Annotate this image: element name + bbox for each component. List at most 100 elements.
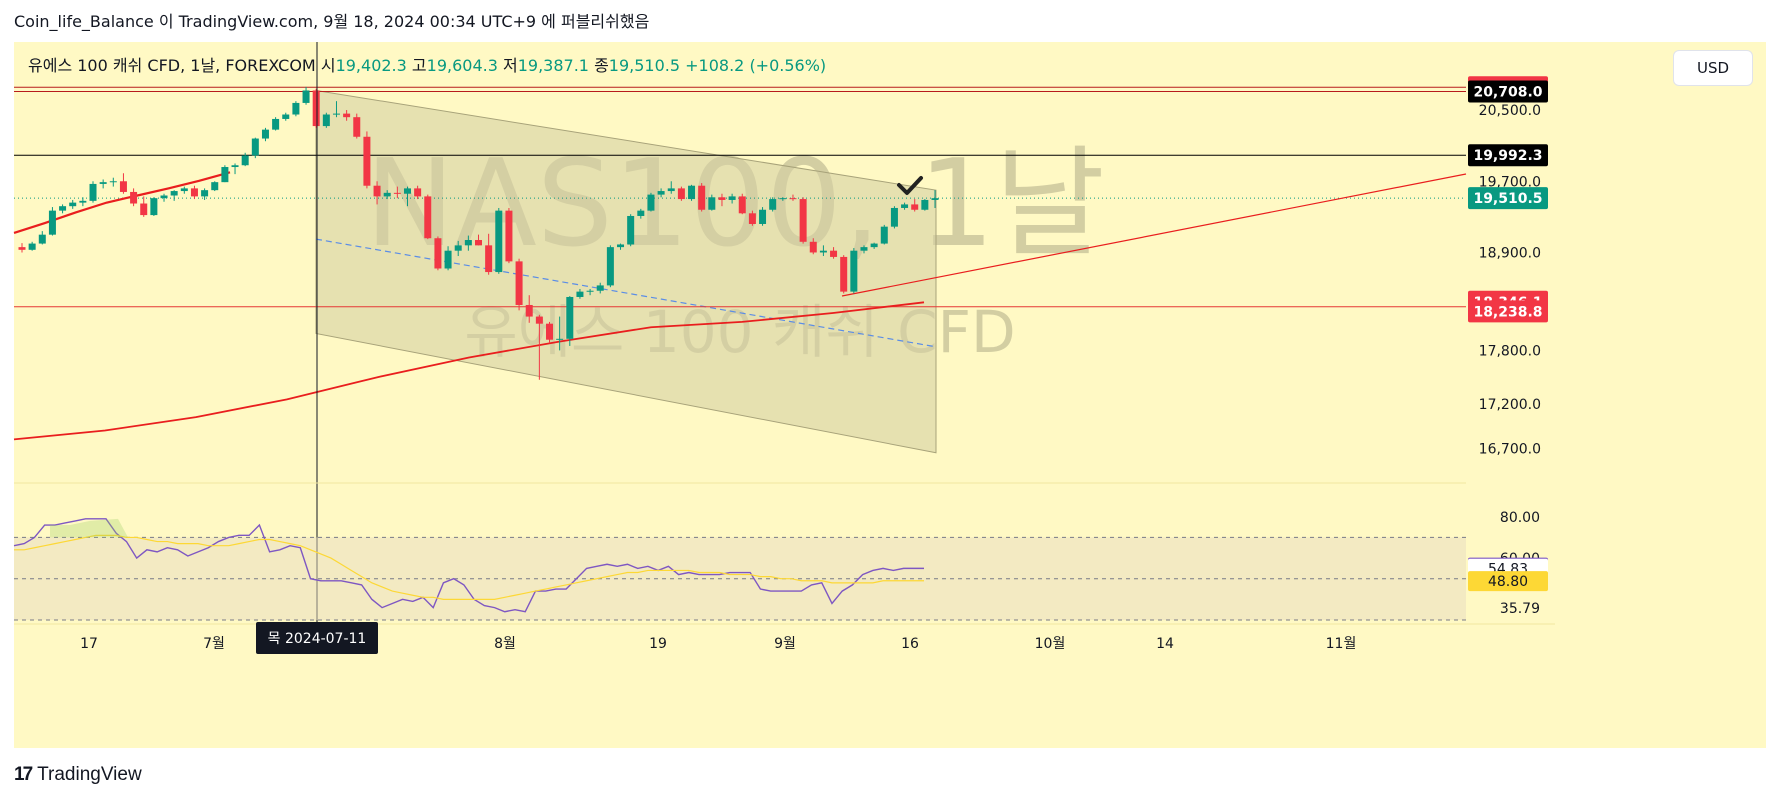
candle[interactable] (403, 188, 411, 194)
candle[interactable] (211, 182, 219, 191)
candle[interactable] (677, 188, 685, 200)
candle[interactable] (799, 199, 807, 242)
candle[interactable] (617, 244, 625, 248)
candle[interactable] (850, 250, 858, 292)
candle[interactable] (353, 117, 361, 137)
candle[interactable] (18, 247, 26, 250)
candle[interactable] (657, 191, 665, 195)
candle[interactable] (272, 118, 280, 130)
candle[interactable] (495, 210, 503, 273)
candle[interactable] (819, 250, 827, 253)
candle[interactable] (748, 213, 756, 224)
trend-line[interactable] (841, 173, 1467, 297)
candle[interactable] (28, 243, 36, 250)
candle[interactable] (48, 210, 56, 235)
candle[interactable] (69, 202, 77, 207)
candle[interactable] (515, 261, 523, 305)
candle[interactable] (434, 238, 442, 269)
candle[interactable] (251, 138, 259, 156)
candle[interactable] (667, 188, 675, 192)
rsi-badge[interactable] (1468, 571, 1548, 592)
candle[interactable] (931, 198, 939, 200)
candle[interactable] (505, 210, 513, 262)
candle[interactable] (901, 204, 909, 208)
candle[interactable] (627, 215, 635, 245)
candle[interactable] (343, 113, 351, 118)
candle[interactable] (38, 234, 46, 244)
candle[interactable] (130, 191, 138, 204)
candle[interactable] (890, 207, 898, 227)
candle[interactable] (840, 256, 848, 292)
tradingview-logo[interactable]: 17 TradingView (14, 764, 142, 786)
candle[interactable] (180, 188, 188, 192)
candle[interactable] (454, 245, 462, 251)
candle[interactable] (718, 197, 726, 200)
candle[interactable] (769, 199, 777, 210)
candle[interactable] (312, 90, 320, 127)
candle[interactable] (535, 316, 543, 324)
candle[interactable] (485, 245, 493, 273)
candle[interactable] (647, 194, 655, 211)
candle[interactable] (332, 113, 340, 115)
candle[interactable] (809, 241, 817, 253)
candle[interactable] (322, 114, 330, 127)
candle[interactable] (596, 285, 604, 291)
candle[interactable] (779, 198, 787, 200)
symbol-title[interactable]: 유에스 100 캐쉬 CFD, 1날, FOREXCOM (28, 56, 316, 75)
candle[interactable] (759, 209, 767, 224)
candle[interactable] (59, 206, 67, 211)
candle[interactable] (363, 136, 371, 186)
candle[interactable] (870, 243, 878, 248)
candle[interactable] (556, 338, 564, 340)
currency-button[interactable]: USD (1673, 50, 1753, 86)
candle[interactable] (79, 200, 87, 203)
candle[interactable] (546, 323, 554, 340)
candle[interactable] (383, 192, 391, 197)
candle[interactable] (221, 167, 229, 183)
candle[interactable] (261, 129, 269, 139)
candle[interactable] (576, 291, 584, 297)
candle[interactable] (525, 304, 533, 317)
candle[interactable] (140, 203, 148, 216)
price-badge[interactable] (1468, 187, 1548, 210)
candle[interactable] (911, 204, 919, 210)
candle[interactable] (738, 196, 746, 214)
candle[interactable] (150, 198, 158, 216)
candle[interactable] (606, 247, 614, 286)
candle[interactable] (373, 185, 381, 197)
candle[interactable] (566, 296, 574, 339)
candle[interactable] (424, 196, 432, 239)
candle[interactable] (880, 226, 888, 244)
candle[interactable] (414, 188, 422, 197)
candle[interactable] (170, 191, 178, 196)
candle[interactable] (698, 185, 706, 210)
candle[interactable] (637, 210, 645, 216)
candle[interactable] (475, 240, 482, 246)
candle[interactable] (464, 240, 472, 246)
price-badge[interactable] (1468, 300, 1548, 323)
candle[interactable] (921, 199, 929, 210)
price-badge[interactable] (1468, 80, 1548, 103)
candle[interactable] (708, 197, 716, 210)
candle[interactable] (728, 196, 736, 200)
price-axis[interactable] (1467, 42, 1555, 632)
regression-channel[interactable] (315, 89, 937, 454)
candle[interactable] (586, 290, 594, 292)
candle[interactable] (99, 182, 107, 184)
candle[interactable] (190, 188, 198, 197)
candle[interactable] (160, 195, 168, 199)
candle[interactable] (302, 90, 310, 103)
candle[interactable] (89, 183, 97, 201)
candle[interactable] (292, 102, 300, 115)
channel-midline[interactable] (315, 238, 937, 348)
author-name[interactable]: Coin_life_Balance (14, 12, 154, 31)
candle[interactable] (860, 247, 868, 251)
candle[interactable] (282, 114, 290, 119)
candle[interactable] (393, 192, 401, 194)
candle[interactable] (830, 250, 838, 257)
candle[interactable] (241, 155, 249, 166)
candle[interactable] (231, 165, 239, 168)
price-badge[interactable] (1468, 144, 1548, 167)
candle[interactable] (109, 181, 117, 183)
